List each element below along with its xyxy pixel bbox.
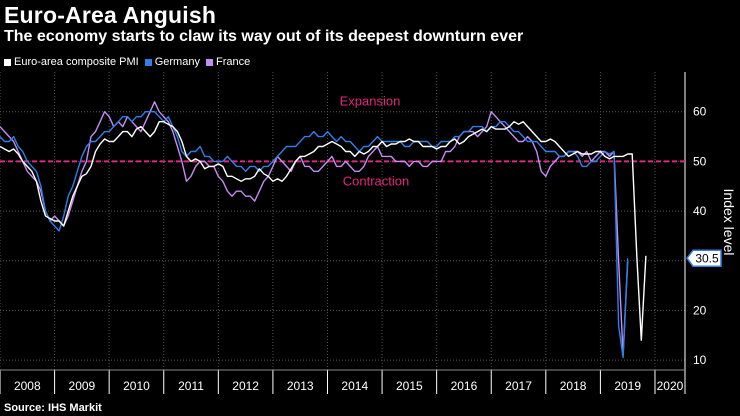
y-tick-label: 40 bbox=[693, 204, 707, 218]
source-note: Source: IHS Markit bbox=[4, 402, 102, 414]
x-tick-label: 2010 bbox=[123, 379, 150, 393]
legend-item-euro: Euro-area composite PMI bbox=[4, 56, 139, 68]
y-tick-label: 60 bbox=[693, 105, 707, 119]
x-tick-label: 2018 bbox=[560, 379, 587, 393]
x-tick-label: 2012 bbox=[232, 379, 259, 393]
x-tick-label: 2016 bbox=[451, 379, 478, 393]
chart-subtitle: The economy starts to claw its way out o… bbox=[4, 28, 524, 45]
x-tick-label: 2020 bbox=[657, 379, 684, 393]
x-tick-label: 2014 bbox=[341, 379, 368, 393]
y-tick-label: 20 bbox=[693, 303, 707, 317]
legend-swatch-euro bbox=[4, 58, 11, 66]
series-line-france bbox=[0, 101, 629, 356]
legend-item-france: France bbox=[205, 56, 251, 68]
legend: Euro-area composite PMI Germany France bbox=[4, 56, 250, 68]
legend-swatch-france bbox=[205, 58, 213, 66]
x-tick-label: 2013 bbox=[287, 379, 314, 393]
last-value-label: 30.5 bbox=[695, 251, 719, 265]
legend-label-euro: Euro-area composite PMI bbox=[14, 56, 139, 68]
legend-label-france: France bbox=[215, 56, 251, 68]
expansion-label: Expansion bbox=[340, 93, 401, 108]
legend-label-germany: Germany bbox=[154, 56, 200, 68]
contraction-label: Contraction bbox=[343, 173, 409, 188]
x-tick-label: 2008 bbox=[14, 379, 41, 393]
series-line-euro bbox=[0, 120, 647, 341]
y-tick-label: 50 bbox=[693, 154, 707, 168]
chart-title: Euro-Area Anguish bbox=[4, 2, 217, 28]
legend-swatch-germany bbox=[144, 58, 152, 66]
series-line-germany bbox=[0, 110, 629, 359]
y-tick-label: 10 bbox=[693, 353, 707, 367]
x-tick-label: 2011 bbox=[178, 379, 204, 393]
legend-item-germany: Germany bbox=[144, 56, 200, 68]
x-tick-label: 2015 bbox=[396, 379, 423, 393]
x-tick-label: 2019 bbox=[614, 379, 641, 393]
last-value-badge bbox=[686, 249, 722, 267]
x-tick-label: 2017 bbox=[505, 379, 532, 393]
x-tick-label: 2009 bbox=[69, 379, 96, 393]
y-axis-label: Index level bbox=[721, 189, 737, 256]
